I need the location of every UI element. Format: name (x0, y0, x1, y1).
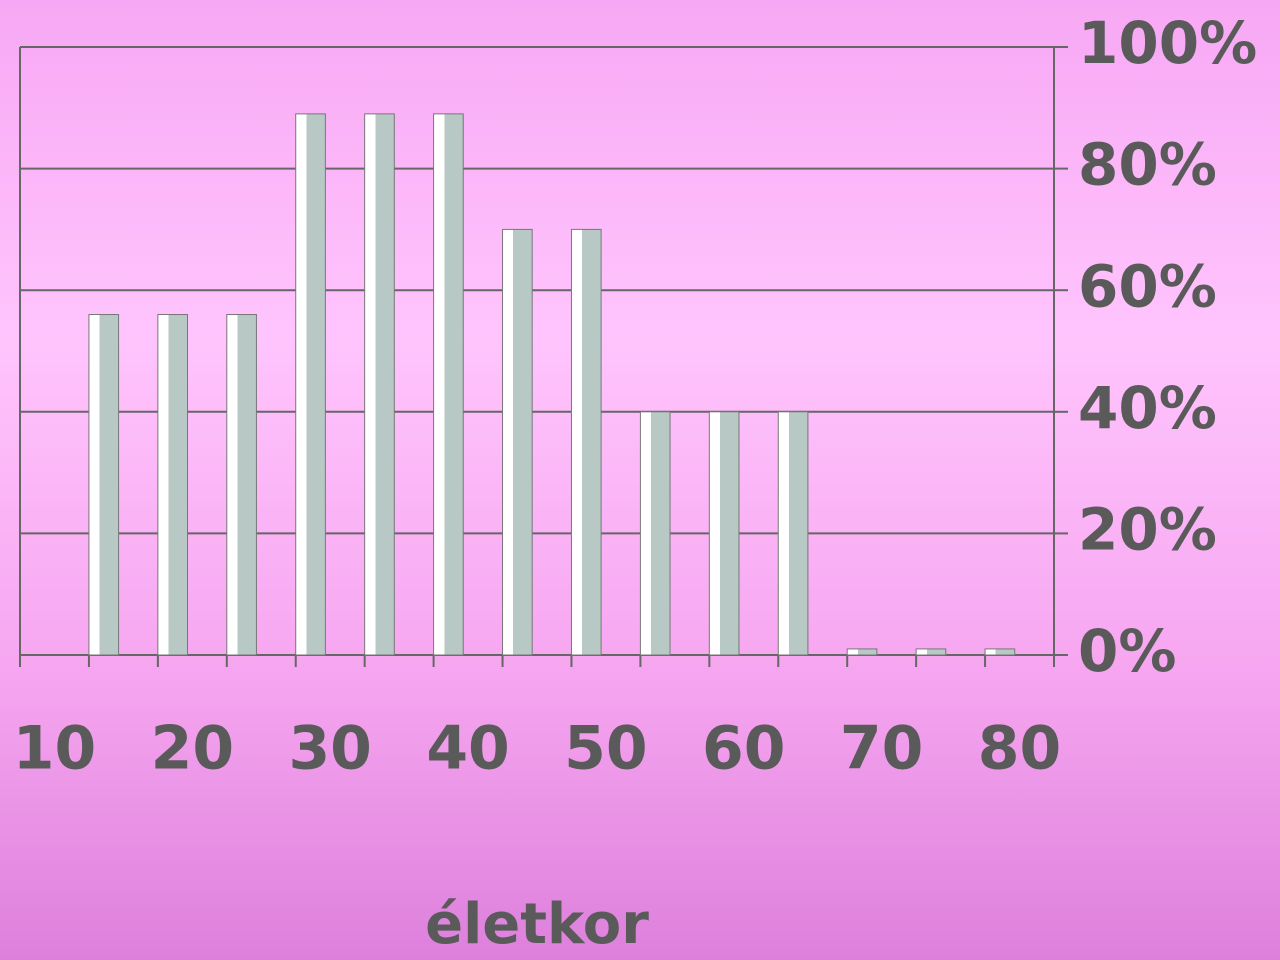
x-tick-label: 10 (13, 714, 97, 784)
x-tick-label: 40 (426, 714, 510, 784)
x-tick-label: 70 (840, 714, 924, 784)
bar (364, 113, 395, 656)
bar (984, 648, 1016, 656)
bar (157, 314, 189, 656)
bar (639, 411, 671, 656)
x-tick-label: 30 (288, 714, 372, 784)
y-tick-label: 40% (1078, 374, 1217, 442)
bar (433, 113, 464, 656)
bar (88, 314, 120, 656)
bar (295, 113, 326, 656)
y-tick-label: 100% (1078, 9, 1257, 77)
bar (502, 228, 533, 656)
bar (915, 648, 947, 656)
x-tick-label: 50 (564, 714, 648, 784)
y-tick-label: 60% (1078, 252, 1217, 320)
bar (777, 411, 809, 656)
x-tick-label: 80 (978, 714, 1062, 784)
bar (226, 314, 257, 656)
y-tick-label: 0% (1078, 617, 1176, 685)
x-tick-label: 20 (151, 714, 235, 784)
y-tick-label: 20% (1078, 496, 1217, 564)
bar (570, 228, 602, 656)
bar (846, 648, 878, 656)
y-tick-label: 80% (1078, 131, 1217, 199)
x-tick-label: 60 (702, 714, 786, 784)
bar (708, 411, 740, 656)
x-axis-label: életkor (425, 892, 649, 957)
